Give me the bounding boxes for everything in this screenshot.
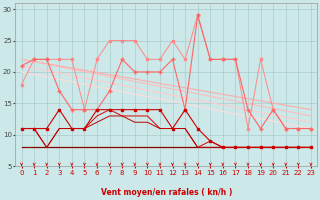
X-axis label: Vent moyen/en rafales ( kn/h ): Vent moyen/en rafales ( kn/h ) [100, 188, 232, 197]
